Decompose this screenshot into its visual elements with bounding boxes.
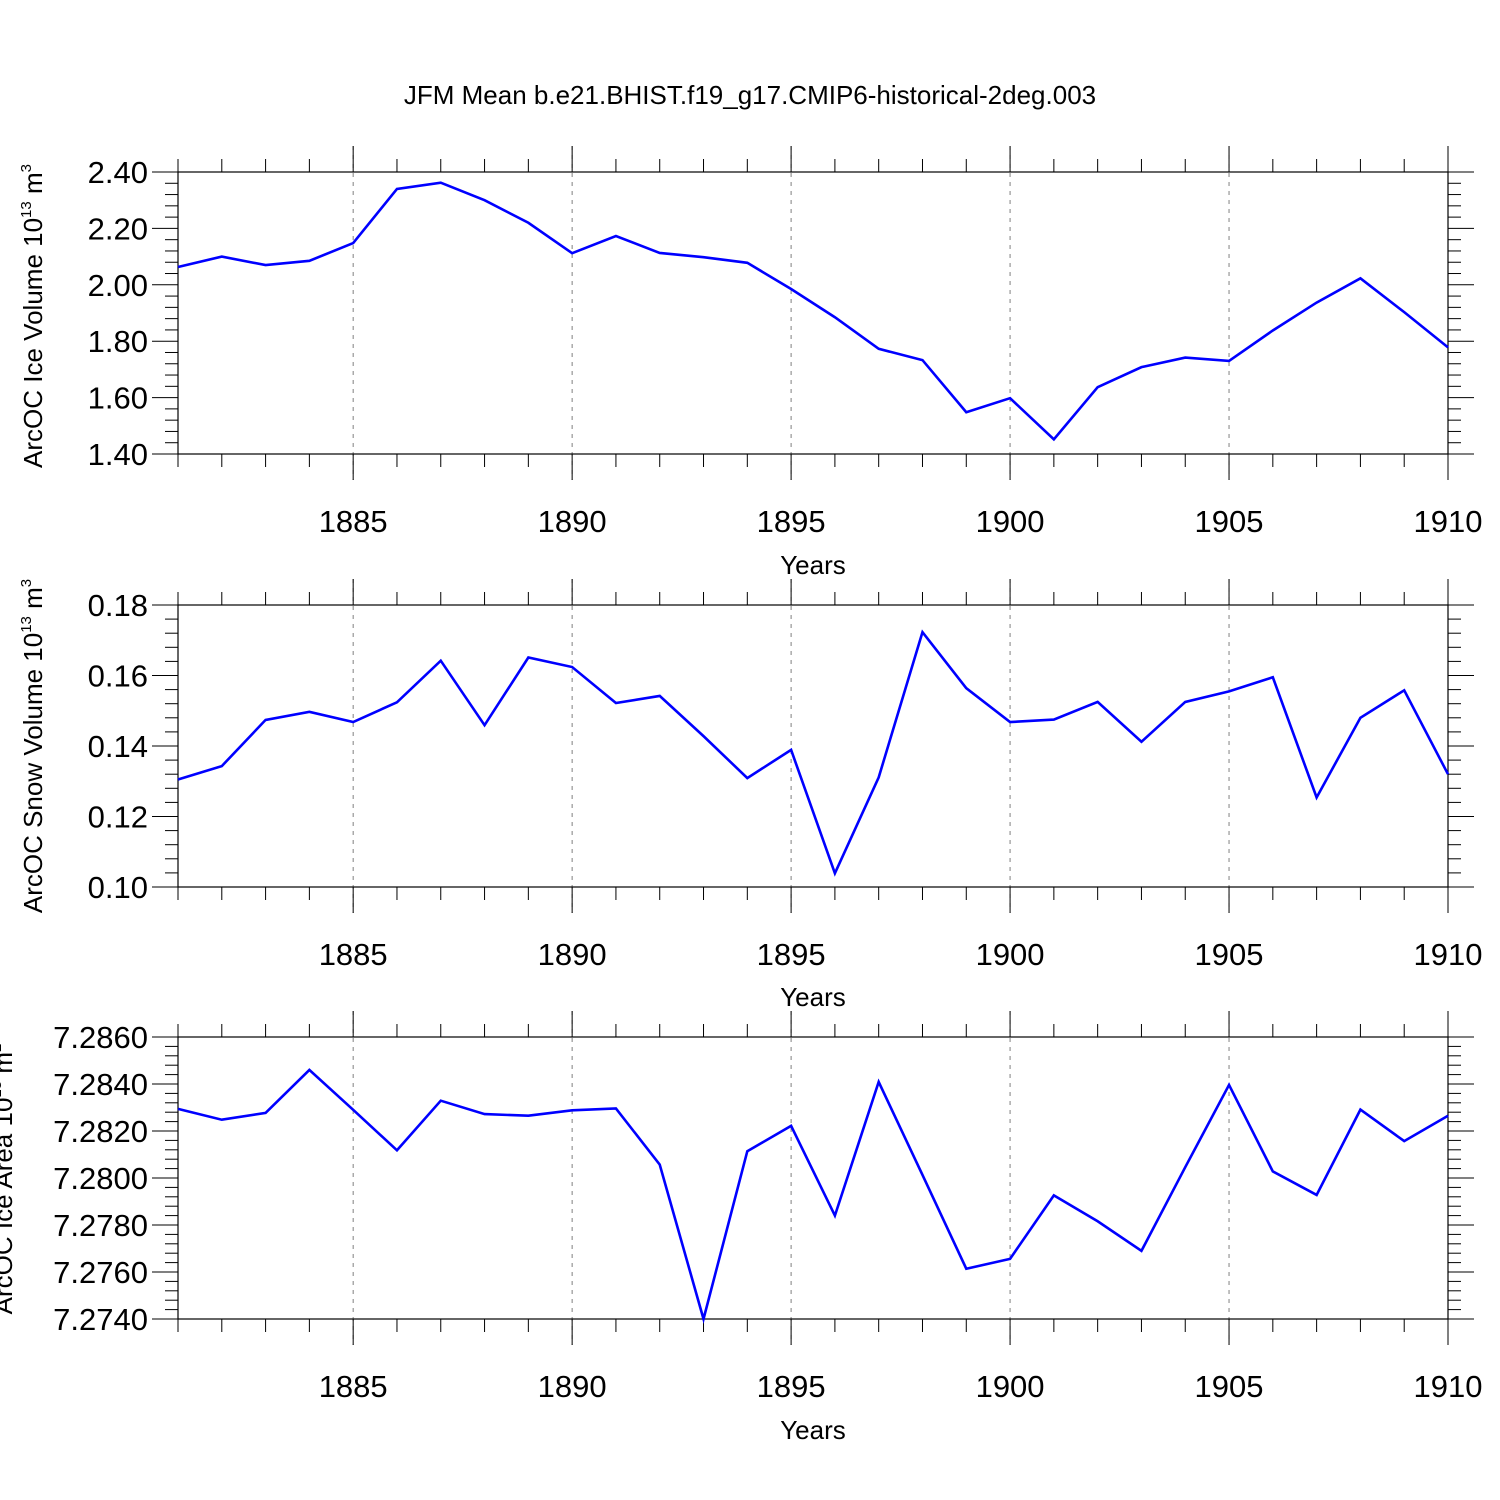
y-tick-label: 7.2760 [53, 1255, 148, 1290]
panel-ice-area: ArcOC Ice Area 1013 m2 Years 1885 1890 189… [0, 1011, 1482, 1445]
y-tick-label: 2.00 [88, 268, 148, 303]
y-tick-label: 2.40 [88, 155, 148, 190]
y-tick-label: 0.10 [88, 870, 148, 905]
y-axis-label: ArcOC Ice Area 1013 m2 [0, 1044, 18, 1315]
x-tick-label: 1900 [976, 937, 1045, 972]
chart-title: JFM Mean b.e21.BHIST.f19_g17.CMIP6-histo… [404, 80, 1096, 110]
x-tick-label: 1890 [538, 504, 607, 539]
x-tick-label: 1890 [538, 1369, 607, 1404]
y-tick-label: 1.60 [88, 381, 148, 416]
plot-frame [177, 604, 1449, 888]
plot-frame [177, 171, 1449, 455]
y-tick-label: 0.12 [88, 800, 148, 835]
plot-frame [177, 1036, 1449, 1320]
x-tick-label: 1900 [976, 1369, 1045, 1404]
series-line [177, 629, 1450, 877]
x-tick-label: 1890 [538, 937, 607, 972]
y-tick-label: 7.2860 [53, 1020, 148, 1055]
x-axis-label: Years [780, 1415, 846, 1445]
series-line [177, 181, 1449, 442]
x-tick-label: 1895 [757, 1369, 826, 1404]
panel-ice-volume: ArcOC Ice Volume 1013 m3 Years 1885 1890 1… [18, 146, 1482, 580]
x-axis-label: Years [780, 550, 846, 580]
series-line [177, 1068, 1449, 1324]
x-axis-label: Years [780, 982, 846, 1012]
y-tick-label: 7.2800 [53, 1161, 148, 1196]
y-axis-label: ArcOC Snow Volume 1013 m3 [18, 579, 48, 913]
y-tick-label: 2.20 [88, 211, 148, 246]
y-tick-label: 7.2820 [53, 1114, 148, 1149]
y-tick-label: 0.16 [88, 659, 148, 694]
x-tick-label: 1885 [319, 937, 388, 972]
x-tick-label: 1905 [1195, 504, 1264, 539]
x-tick-label: 1905 [1195, 1369, 1264, 1404]
y-tick-label: 0.14 [88, 729, 148, 764]
panel-snow-volume: ArcOC Snow Volume 1013 m3 Years 1885 1890… [18, 579, 1482, 1012]
y-tick-label: 7.2740 [53, 1302, 148, 1337]
x-tick-label: 1895 [757, 937, 826, 972]
x-tick-label: 1895 [757, 504, 826, 539]
x-tick-label: 1900 [976, 504, 1045, 539]
y-tick-label: 7.2780 [53, 1208, 148, 1243]
x-tick-label: 1885 [319, 1369, 388, 1404]
y-axis-label: ArcOC Ice Volume 1013 m3 [18, 164, 48, 468]
x-tick-label: 1910 [1414, 937, 1483, 972]
y-tick-label: 1.80 [88, 324, 148, 359]
y-tick-label: 1.40 [88, 437, 148, 472]
x-tick-label: 1905 [1195, 937, 1264, 972]
x-tick-label: 1910 [1414, 1369, 1483, 1404]
x-tick-label: 1885 [319, 504, 388, 539]
y-tick-label: 7.2840 [53, 1067, 148, 1102]
y-tick-label: 0.18 [88, 588, 148, 623]
x-tick-label: 1910 [1414, 504, 1483, 539]
